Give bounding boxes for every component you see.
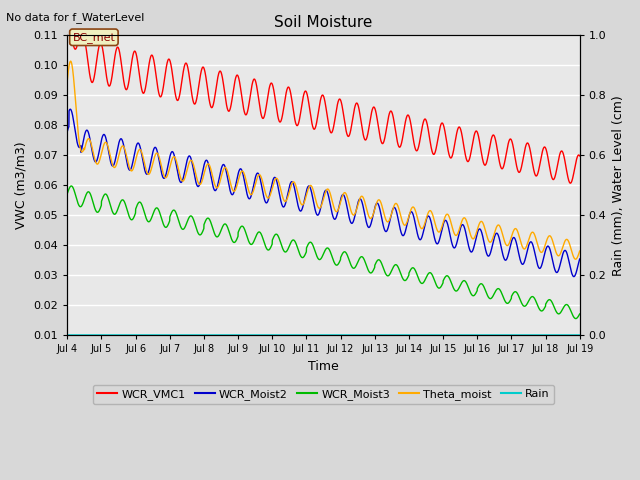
Legend: WCR_VMC1, WCR_Moist2, WCR_Moist3, Theta_moist, Rain: WCR_VMC1, WCR_Moist2, WCR_Moist3, Theta_… [93,384,554,404]
Title: Soil Moisture: Soil Moisture [275,15,372,30]
Y-axis label: VWC (m3/m3): VWC (m3/m3) [15,141,28,229]
Text: No data for f_WaterLevel: No data for f_WaterLevel [6,12,145,23]
Text: BC_met: BC_met [72,32,115,43]
X-axis label: Time: Time [308,360,339,372]
Y-axis label: Rain (mm), Water Level (cm): Rain (mm), Water Level (cm) [612,95,625,276]
